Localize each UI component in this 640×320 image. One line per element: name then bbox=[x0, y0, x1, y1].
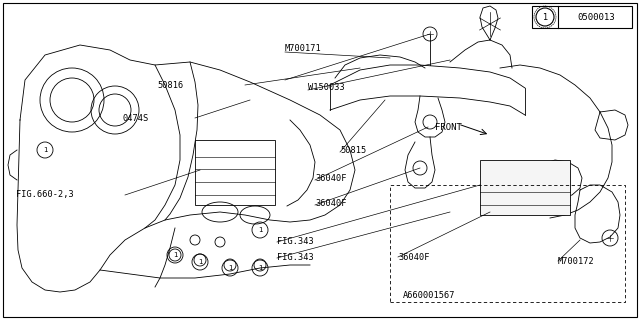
Text: FIG.660-2,3: FIG.660-2,3 bbox=[16, 190, 74, 199]
Text: FRONT: FRONT bbox=[435, 123, 462, 132]
Text: 36040F: 36040F bbox=[315, 173, 346, 182]
Text: 0474S: 0474S bbox=[122, 114, 148, 123]
Text: 50816: 50816 bbox=[157, 81, 183, 90]
Text: 1: 1 bbox=[542, 12, 548, 21]
Text: 1: 1 bbox=[258, 227, 262, 233]
Text: 36040F: 36040F bbox=[315, 198, 346, 207]
Text: FIG.343: FIG.343 bbox=[277, 236, 314, 245]
Text: 1: 1 bbox=[228, 265, 232, 271]
Text: M700171: M700171 bbox=[285, 44, 322, 52]
Text: 1: 1 bbox=[43, 147, 47, 153]
Text: 1: 1 bbox=[173, 252, 177, 258]
Text: M700172: M700172 bbox=[558, 257, 595, 266]
Text: 0500013: 0500013 bbox=[577, 12, 615, 21]
Text: 1: 1 bbox=[198, 259, 202, 265]
Text: 36040F: 36040F bbox=[398, 252, 429, 261]
Text: 50815: 50815 bbox=[340, 146, 366, 155]
Text: FIG.343: FIG.343 bbox=[277, 252, 314, 261]
Bar bbox=[532, 6, 632, 28]
Text: A660001567: A660001567 bbox=[403, 291, 456, 300]
Text: 1: 1 bbox=[258, 265, 262, 271]
Bar bbox=[480, 160, 570, 215]
Text: W150033: W150033 bbox=[308, 83, 345, 92]
Bar bbox=[195, 140, 275, 205]
